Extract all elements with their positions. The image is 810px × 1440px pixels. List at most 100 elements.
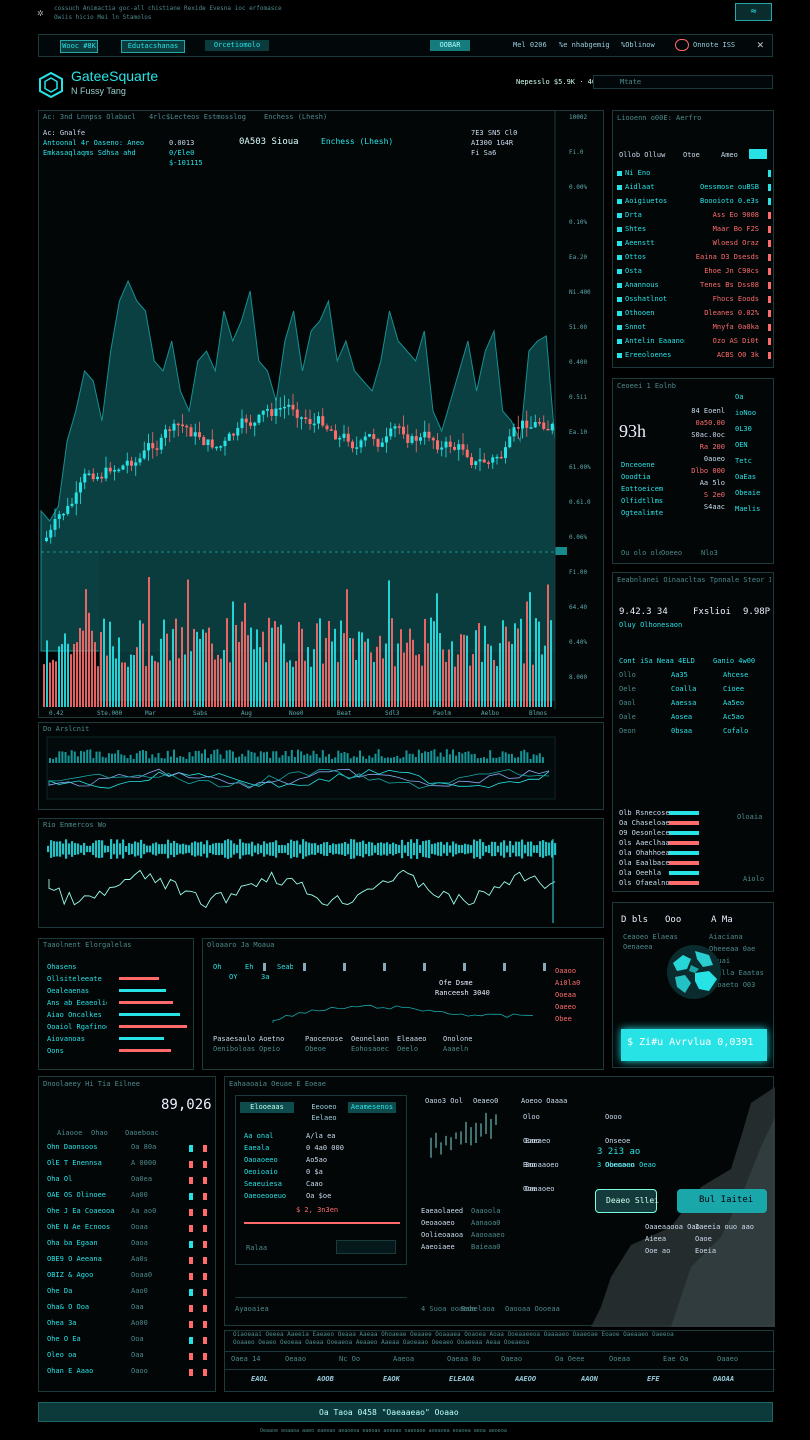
indicator-2-bar [347,843,350,855]
trades-bar [669,821,699,825]
tab-0[interactable]: Wooc #8K [60,40,98,53]
gear-icon[interactable]: ✲ [37,6,44,19]
globe-line: Ceaoeo Elaeas [623,933,678,941]
candle-body [223,440,227,447]
portfolio-change-marker-2 [203,1337,207,1344]
notification-button[interactable]: ≈ [735,3,772,21]
indicator-1-bar [293,757,296,763]
orderbook-row[interactable]: Shtes Maar Bo F2S [617,223,771,236]
orderbook-row[interactable]: Osshatlnot Fhocs Eoods [617,293,771,306]
depth-value: 84 Eoenl [691,407,725,415]
volume-bar [445,661,447,707]
y-tick-label: 0.400 [569,359,587,366]
trade-tab-2[interactable]: Aeamesenos [348,1102,396,1113]
portfolio-col: Ohao [91,1129,108,1137]
volume-bar [187,579,189,707]
tab-1[interactable]: Edutacshanas [121,40,185,53]
trades-bar-right: Aiolo [743,875,765,883]
volume-bar [157,662,159,707]
volume-bar [484,625,486,707]
sell-button[interactable]: Deaeo Sllei [595,1189,659,1213]
indicator-2-bar [167,839,170,859]
depth-body: Dnceoene Ooodtia Eottoeicem Olfidtllms Ogtea… [613,379,775,565]
trades-bar [669,861,699,865]
indicator-2-bar [233,843,236,855]
orderbook-depth-marker [768,352,771,359]
x-tick-label: Aug [241,710,252,717]
indicator-2-bar [434,843,437,855]
volume-bar [94,642,96,707]
indicator-2-bar [104,845,107,853]
buy-button[interactable]: Bul Iaitei [677,1189,767,1213]
volume-bar [193,628,195,707]
recent-body: Oaoo3 Ool Oeaeo0 Aoeoo Oaaaao Eaeaolaeed Oaa… [225,1077,775,1327]
chart-price-readout: 0A503 Sioua [239,137,299,147]
indicator-1-bar [486,758,489,763]
nav-right-0[interactable]: Mel 0206 [513,41,547,49]
volume-bar [292,666,294,707]
orderbook-row[interactable]: Osta Ehoe Jn C90cs [617,265,771,278]
trades-cell: Cofalo [723,727,749,735]
trades-cell: Ac5ao [723,713,745,721]
trade-tab-0[interactable]: Elooeaas [240,1102,294,1113]
orderbook-row[interactable]: Aeenstt Wloesd Oraz [617,237,771,250]
volume-bar [508,641,510,707]
candle-body [478,459,482,462]
portfolio-change-marker-2 [203,1321,207,1328]
tab-3[interactable]: OOBAR [430,40,470,51]
orderbook-row[interactable]: Aidlaat Oessmose ouBSB [617,181,771,194]
orderbook-sub-button[interactable] [749,149,767,159]
orderbook-row[interactable]: Ottos Eaina D3 Dsesds [617,251,771,264]
indicator-2-bar [401,839,404,859]
candle-body [542,422,546,429]
candle-body [491,457,495,463]
indicator-2-bar [149,845,152,853]
alert-icon[interactable] [675,39,689,51]
tab-2[interactable]: Orcetiomolo [205,40,269,51]
volume-bar [346,589,348,707]
trade-tab-1[interactable]: Eeooeo Eelaeo [311,1103,337,1122]
orderbook-name: Othooen [625,309,655,317]
close-icon[interactable]: ✕ [757,38,764,51]
volume-bar [394,666,396,707]
news-panel: Oiaoeaai Oeeea Aaeeia Eaeaeo Oeaaa Aaeaa… [224,1330,775,1392]
indicator-1-bar [520,751,523,763]
orderbook-row[interactable]: Anannous Tenes Bs Dss08 [617,279,771,292]
price-chart[interactable]: 10002 Fi.0 0.00% 0.10% Ea.20 Ni.400 51.00 0.400… [39,111,605,719]
volume-bar [313,649,315,707]
nav-right-1[interactable]: %e nhabgemig [559,41,610,49]
indicator-1-bar [479,757,482,763]
candle-body [470,457,473,466]
indicator-1-bar [346,753,349,763]
volume-bar [496,666,498,707]
volume-bar [331,641,333,707]
x-tick-label: Mar [145,710,156,717]
candle-body [168,429,172,431]
buy-sell-note: Iaeeia ouo aao [695,1223,755,1231]
trade-amount-field[interactable] [336,1240,396,1254]
recent-header: Oaoo3 Ool [425,1097,463,1105]
orderbook-row[interactable]: Ni Eno [617,167,771,180]
orderbook-row[interactable]: Snnot Mnyfa 0a0ka [617,321,771,334]
orderbook-row[interactable]: Ereeoloenes ACBS O0 3k [617,349,771,362]
volume-bar [322,663,324,707]
orderbook-row[interactable]: Drta Ass Eo 9008 [617,209,771,222]
recent-col5: Oooo [605,1113,622,1121]
portfolio-change-marker [189,1225,193,1232]
indicator-2-bar [212,843,215,855]
orderbook-row[interactable]: Aoigiuetos Boooioto 0.e3s [617,195,771,208]
nav-right-3[interactable]: Onnote ISS [693,41,736,49]
globe-cta-button[interactable]: $ Zi#u Avrvlua 0,0391 [621,1029,767,1061]
volume-bar [442,649,444,707]
volume-bar [58,646,60,707]
trade-progress[interactable] [244,1222,400,1224]
depth-right: ioNoo [735,409,757,417]
portfolio-value: Aa0s [131,1255,148,1263]
search-input[interactable]: Mtate [593,75,773,89]
orderbook-row[interactable]: Othooen Dleanes 0.02% [617,307,771,320]
trades-cell: Coalla [671,685,697,693]
top-info-line-2: Owiis hicio Mei ln Stamolos [54,14,152,21]
orderbook-row[interactable]: Antelin Eaaanos Ozo AS Di0t [617,335,771,348]
nav-right-2[interactable]: %Oblinow [621,41,655,49]
volume-bar [214,659,216,707]
